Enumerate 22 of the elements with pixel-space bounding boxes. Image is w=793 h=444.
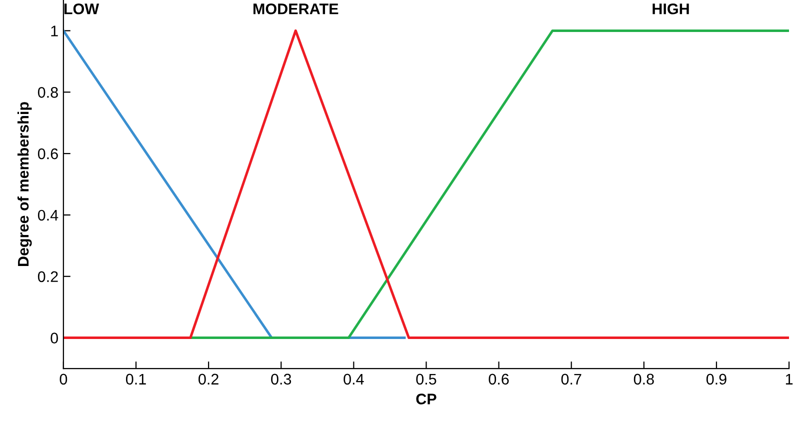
x-tick-label: 0.6 xyxy=(488,374,509,385)
x-tick-label: 0.5 xyxy=(416,374,436,385)
series-label: MODERATE xyxy=(254,3,338,14)
y-tick-label: 0.2 xyxy=(38,271,58,282)
x-tick-label: 0.8 xyxy=(634,374,654,385)
x-axis-title: CP xyxy=(416,394,436,404)
y-tick-label: 0.6 xyxy=(38,148,58,160)
x-tick-label: 0.1 xyxy=(126,374,146,385)
x-tick-label: 0.4 xyxy=(344,374,364,385)
x-tick-label: 0.9 xyxy=(706,374,726,385)
y-tick-label: 0.8 xyxy=(38,87,58,98)
x-tick-label: 1 xyxy=(786,374,793,384)
y-tick-label: 0.4 xyxy=(38,210,58,221)
x-tick-label: 0 xyxy=(60,374,68,385)
x-tick-label: 0.7 xyxy=(561,374,582,385)
x-tick-label: 0.2 xyxy=(198,374,218,385)
y-tick-label: 1 xyxy=(51,26,58,36)
series-label: HIGH xyxy=(652,3,689,14)
y-axis-title: Degree of membership xyxy=(17,102,32,266)
y-tick-label: 0 xyxy=(50,332,58,344)
series-label: LOW xyxy=(64,3,100,14)
x-tick-label: 0.3 xyxy=(271,374,292,385)
